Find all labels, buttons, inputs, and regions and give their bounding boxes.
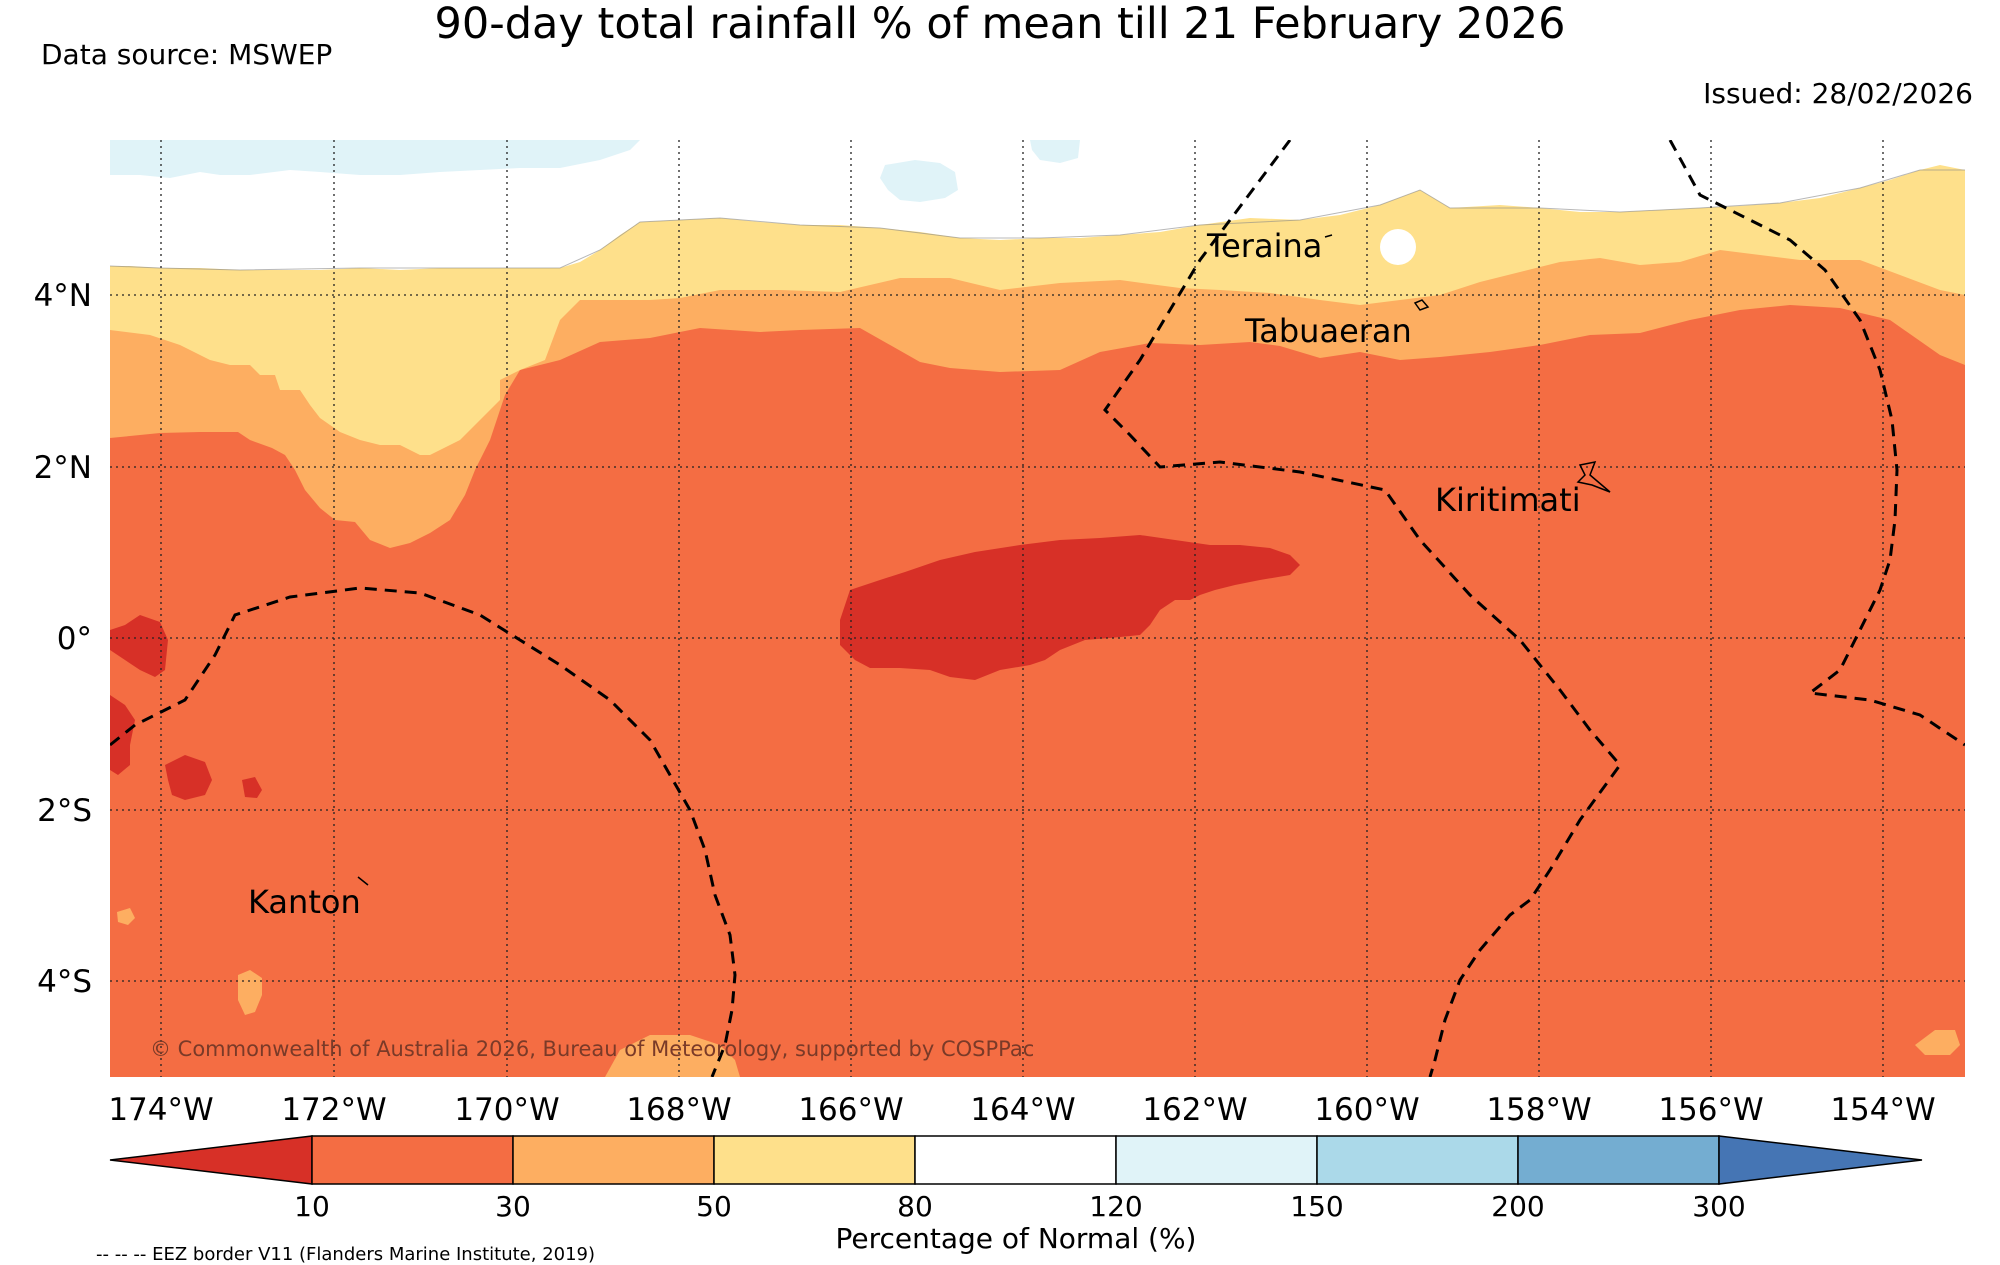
colorbar-tick-120: 120 [1089,1190,1142,1223]
tabuaeran-island [1413,299,1430,311]
teraina-island [1324,234,1333,238]
zone-lt10-west-d [242,777,262,798]
colorbar-gt300 [1718,1135,1923,1185]
zone-lt10-west-c [165,755,212,800]
colorbar-30-50 [512,1135,715,1185]
colorbar-80-120 [914,1135,1117,1185]
zone-120-150-a [110,140,640,178]
zone-lt10-west-a [110,615,168,677]
lon-tick-156w: 156°W [1658,1092,1763,1128]
lat-tick-0: 0° [57,621,92,657]
graticule [110,140,1965,1077]
map-area: Teraina Tabuaeran Kiritimati Kanton © Co… [110,140,1965,1077]
lon-tick-170w: 170°W [454,1092,559,1128]
label-tabuaeran: Tabuaeran [1244,312,1412,350]
lon-tick-154w: 154°W [1830,1092,1935,1128]
zone-30-50-south-d [117,908,135,925]
colorbar-tick-200: 200 [1491,1190,1544,1223]
zone-30-50-south-b [605,1035,740,1077]
latitude-tick-labels: 4°N 2°N 0° 2°S 4°S [34,278,92,1000]
zone-lt10-west-b [110,695,135,775]
lat-tick-4n: 4°N [34,278,92,314]
colorbar-150-200 [1316,1135,1519,1185]
copyright-text: © Commonwealth of Australia 2026, Bureau… [150,1037,1034,1061]
lon-tick-174w: 174°W [108,1092,213,1128]
lon-tick-164w: 164°W [970,1092,1075,1128]
colorbar-lt10 [109,1135,313,1185]
colorbar-tick-300: 300 [1692,1190,1745,1223]
zone-80-120 [110,140,1965,270]
colorbar-tick-30: 30 [495,1190,531,1223]
label-kanton: Kanton [248,883,361,921]
colorbar: 10 30 50 80 120 150 200 300 Percentage o… [109,1135,1923,1255]
lat-tick-2s: 2°S [37,793,92,829]
label-teraina: Teraina [1206,227,1322,265]
colorbar-50-80 [713,1135,916,1185]
kiritimati-island [1576,460,1611,493]
colorbar-tick-50: 50 [696,1190,732,1223]
zone-120-150-b [880,160,958,202]
colorbar-tick-150: 150 [1290,1190,1343,1223]
lon-tick-160w: 160°W [1314,1092,1419,1128]
kanton-island [357,876,369,886]
colorbar-120-150 [1115,1135,1318,1185]
zone-120-150-c [1030,140,1080,163]
zone-80-120-hole [1380,229,1416,265]
issued-date: Issued: 28/02/2026 [1703,77,1973,110]
zone-lt10-central [840,535,1300,680]
lon-tick-162w: 162°W [1142,1092,1247,1128]
lat-tick-2n: 2°N [34,450,92,486]
lon-tick-158w: 158°W [1486,1092,1591,1128]
data-source-label: Data source: MSWEP [41,38,333,71]
lon-tick-168w: 168°W [626,1092,731,1128]
colorbar-tick-80: 80 [897,1190,933,1223]
lat-tick-4s: 4°S [37,964,92,1000]
eez-note: -- -- -- EEZ border V11 (Flanders Marine… [96,1244,595,1265]
zone-30-50-south-c [1915,1030,1960,1055]
colorbar-10-30 [311,1135,514,1185]
label-kiritimati: Kiritimati [1435,481,1581,519]
lon-tick-172w: 172°W [281,1092,386,1128]
colorbar-label: Percentage of Normal (%) [836,1222,1197,1255]
eez-borders [110,140,1965,1077]
island-outlines [357,234,1611,886]
lon-tick-166w: 166°W [798,1092,903,1128]
colorbar-tick-10: 10 [294,1190,330,1223]
map-title: 90-day total rainfall % of mean till 21 … [434,0,1566,49]
colorbar-200-300 [1517,1135,1720,1185]
longitude-tick-labels: 174°W 172°W 170°W 168°W 166°W 164°W 162°… [108,1092,1935,1128]
